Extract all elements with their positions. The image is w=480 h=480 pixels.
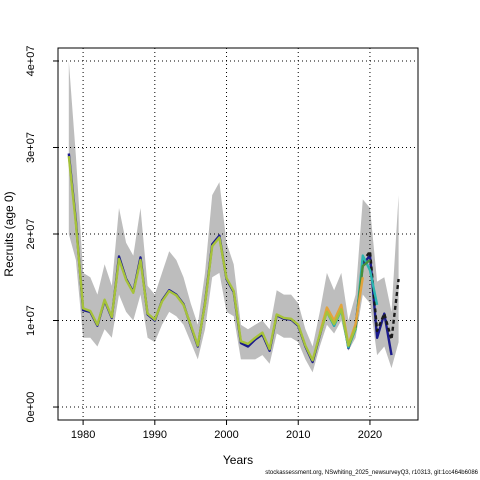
x-tick-label: 1980 [71,429,95,441]
y-tick-label: 3e+07 [25,132,37,163]
series-layer [67,153,400,364]
x-axis-title: Years [223,453,253,467]
confidence-band-layer [68,61,399,373]
x-tick-label: 2020 [358,429,382,441]
y-tick-label: 4e+07 [25,46,37,77]
y-tick-label: 0e+00 [25,392,37,423]
x-tick-label: 2010 [286,429,310,441]
grid-layer [58,48,418,420]
x-tick-label: 1990 [143,429,167,441]
confidence-band [68,61,399,373]
series-line-6 [67,155,357,362]
footer-source-text: stockassessment.org, NSwhiting_2025_news… [265,470,478,476]
y-tick-label: 1e+07 [25,305,37,336]
series-line-2 [361,250,400,341]
y-tick-label: 2e+07 [25,219,37,250]
series-line-5 [318,277,364,346]
y-axis-title: Recruits (age 0) [2,191,16,276]
axis-layer: 1980 1990 2000 2010 2020 0e+00 1e+07 2e+07 3e+07… [25,46,382,441]
x-tick-label: 2000 [214,429,238,441]
